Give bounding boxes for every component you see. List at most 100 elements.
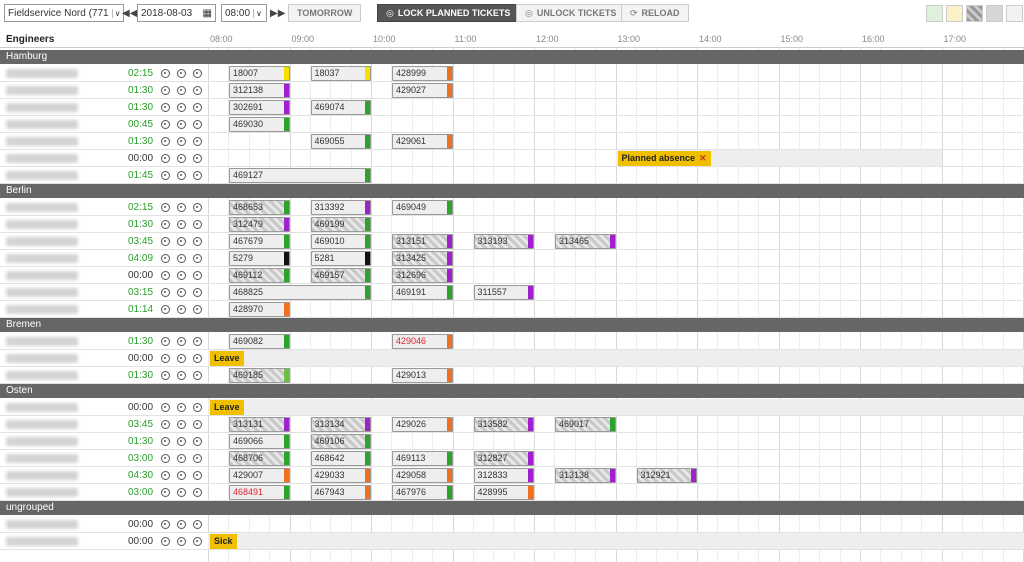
ticket[interactable]: 469010 [310,234,371,249]
ticket[interactable]: 429027 [392,83,453,98]
clock-icon[interactable] [177,220,186,229]
route-icon[interactable] [161,254,170,263]
ticket[interactable]: 469113 [392,451,453,466]
clock-icon[interactable] [177,488,186,497]
settings-icon[interactable] [193,354,202,363]
engineer-name-redacted[interactable] [6,237,78,246]
ticket[interactable]: 469127 [229,168,371,183]
engineer-name-redacted[interactable] [6,288,78,297]
route-icon[interactable] [161,520,170,529]
ticket[interactable]: 469185 [229,368,290,383]
engineer-name-redacted[interactable] [6,220,78,229]
route-icon[interactable] [161,420,170,429]
ticket[interactable]: 313134 [310,417,371,432]
route-icon[interactable] [161,403,170,412]
ticket[interactable]: 469082 [229,334,290,349]
settings-icon[interactable] [193,103,202,112]
clock-icon[interactable] [177,254,186,263]
ticket[interactable]: 469199 [310,217,371,232]
settings-icon[interactable] [193,337,202,346]
engineer-name-redacted[interactable] [6,271,78,280]
clock-icon[interactable] [177,154,186,163]
settings-icon[interactable] [193,237,202,246]
settings-icon[interactable] [193,203,202,212]
clock-icon[interactable] [177,437,186,446]
ticket[interactable]: 468653 [229,200,290,215]
ticket[interactable]: 312833 [473,468,534,483]
ticket[interactable]: 18037 [310,66,371,81]
date-field[interactable]: 2018-08-03 ▦ [137,4,216,22]
clock-icon[interactable] [177,371,186,380]
group-header[interactable]: ungrouped [0,501,1024,515]
route-icon[interactable] [161,69,170,78]
clock-icon[interactable] [177,288,186,297]
unlock-tickets-button[interactable]: ◎ UNLOCK TICKETS [516,4,626,22]
absence-badge[interactable]: Planned absence ✕ [617,151,711,166]
settings-icon[interactable] [193,220,202,229]
ticket[interactable]: 313425 [392,251,453,266]
engineer-name-redacted[interactable] [6,437,78,446]
clock-icon[interactable] [177,520,186,529]
ticket[interactable]: 469055 [310,134,371,149]
ticket[interactable]: 469030 [229,117,290,132]
color-filter-swatch[interactable] [946,5,963,22]
ticket[interactable]: 467943 [310,485,371,500]
engineer-name-redacted[interactable] [6,120,78,129]
settings-icon[interactable] [193,454,202,463]
group-header[interactable]: Hamburg [0,50,1024,64]
ticket[interactable]: 429046 [392,334,453,349]
ticket[interactable]: 429026 [392,417,453,432]
engineer-name-redacted[interactable] [6,337,78,346]
engineer-name-redacted[interactable] [6,471,78,480]
clock-icon[interactable] [177,337,186,346]
route-icon[interactable] [161,354,170,363]
ticket[interactable]: 467679 [229,234,290,249]
ticket[interactable]: 428999 [392,66,453,81]
ticket[interactable]: 467976 [392,485,453,500]
route-icon[interactable] [161,120,170,129]
settings-icon[interactable] [193,305,202,314]
color-filter-swatch[interactable] [986,5,1003,22]
ticket[interactable]: 468491 [229,485,290,500]
color-filter-swatch[interactable] [966,5,983,22]
ticket[interactable]: 313582 [473,417,534,432]
ticket[interactable]: 312921 [636,468,697,483]
clock-icon[interactable] [177,237,186,246]
route-icon[interactable] [161,203,170,212]
settings-icon[interactable] [193,471,202,480]
clock-icon[interactable] [177,86,186,95]
ticket[interactable]: 468825 [229,285,371,300]
ticket[interactable]: 428995 [473,485,534,500]
clock-icon[interactable] [177,454,186,463]
ticket[interactable]: 469017 [555,417,616,432]
settings-icon[interactable] [193,520,202,529]
clock-icon[interactable] [177,103,186,112]
engineer-name-redacted[interactable] [6,454,78,463]
settings-icon[interactable] [193,488,202,497]
settings-icon[interactable] [193,154,202,163]
clock-icon[interactable] [177,203,186,212]
clock-icon[interactable] [177,137,186,146]
route-icon[interactable] [161,220,170,229]
settings-icon[interactable] [193,420,202,429]
settings-icon[interactable] [193,171,202,180]
engineer-name-redacted[interactable] [6,371,78,380]
clock-icon[interactable] [177,354,186,363]
absence-badge[interactable]: Leave [210,351,244,366]
ticket[interactable]: 429058 [392,468,453,483]
next-day-icon[interactable]: ▶▶ [270,7,286,19]
engineer-name-redacted[interactable] [6,154,78,163]
engineer-name-redacted[interactable] [6,86,78,95]
clock-icon[interactable] [177,69,186,78]
engineer-name-redacted[interactable] [6,420,78,429]
ticket[interactable]: 428970 [229,302,290,317]
ticket[interactable]: 429033 [310,468,371,483]
route-icon[interactable] [161,471,170,480]
route-icon[interactable] [161,488,170,497]
ticket[interactable]: 18007 [229,66,290,81]
clock-icon[interactable] [177,120,186,129]
clock-icon[interactable] [177,420,186,429]
settings-icon[interactable] [193,69,202,78]
settings-icon[interactable] [193,437,202,446]
group-header[interactable]: Bremen [0,318,1024,332]
